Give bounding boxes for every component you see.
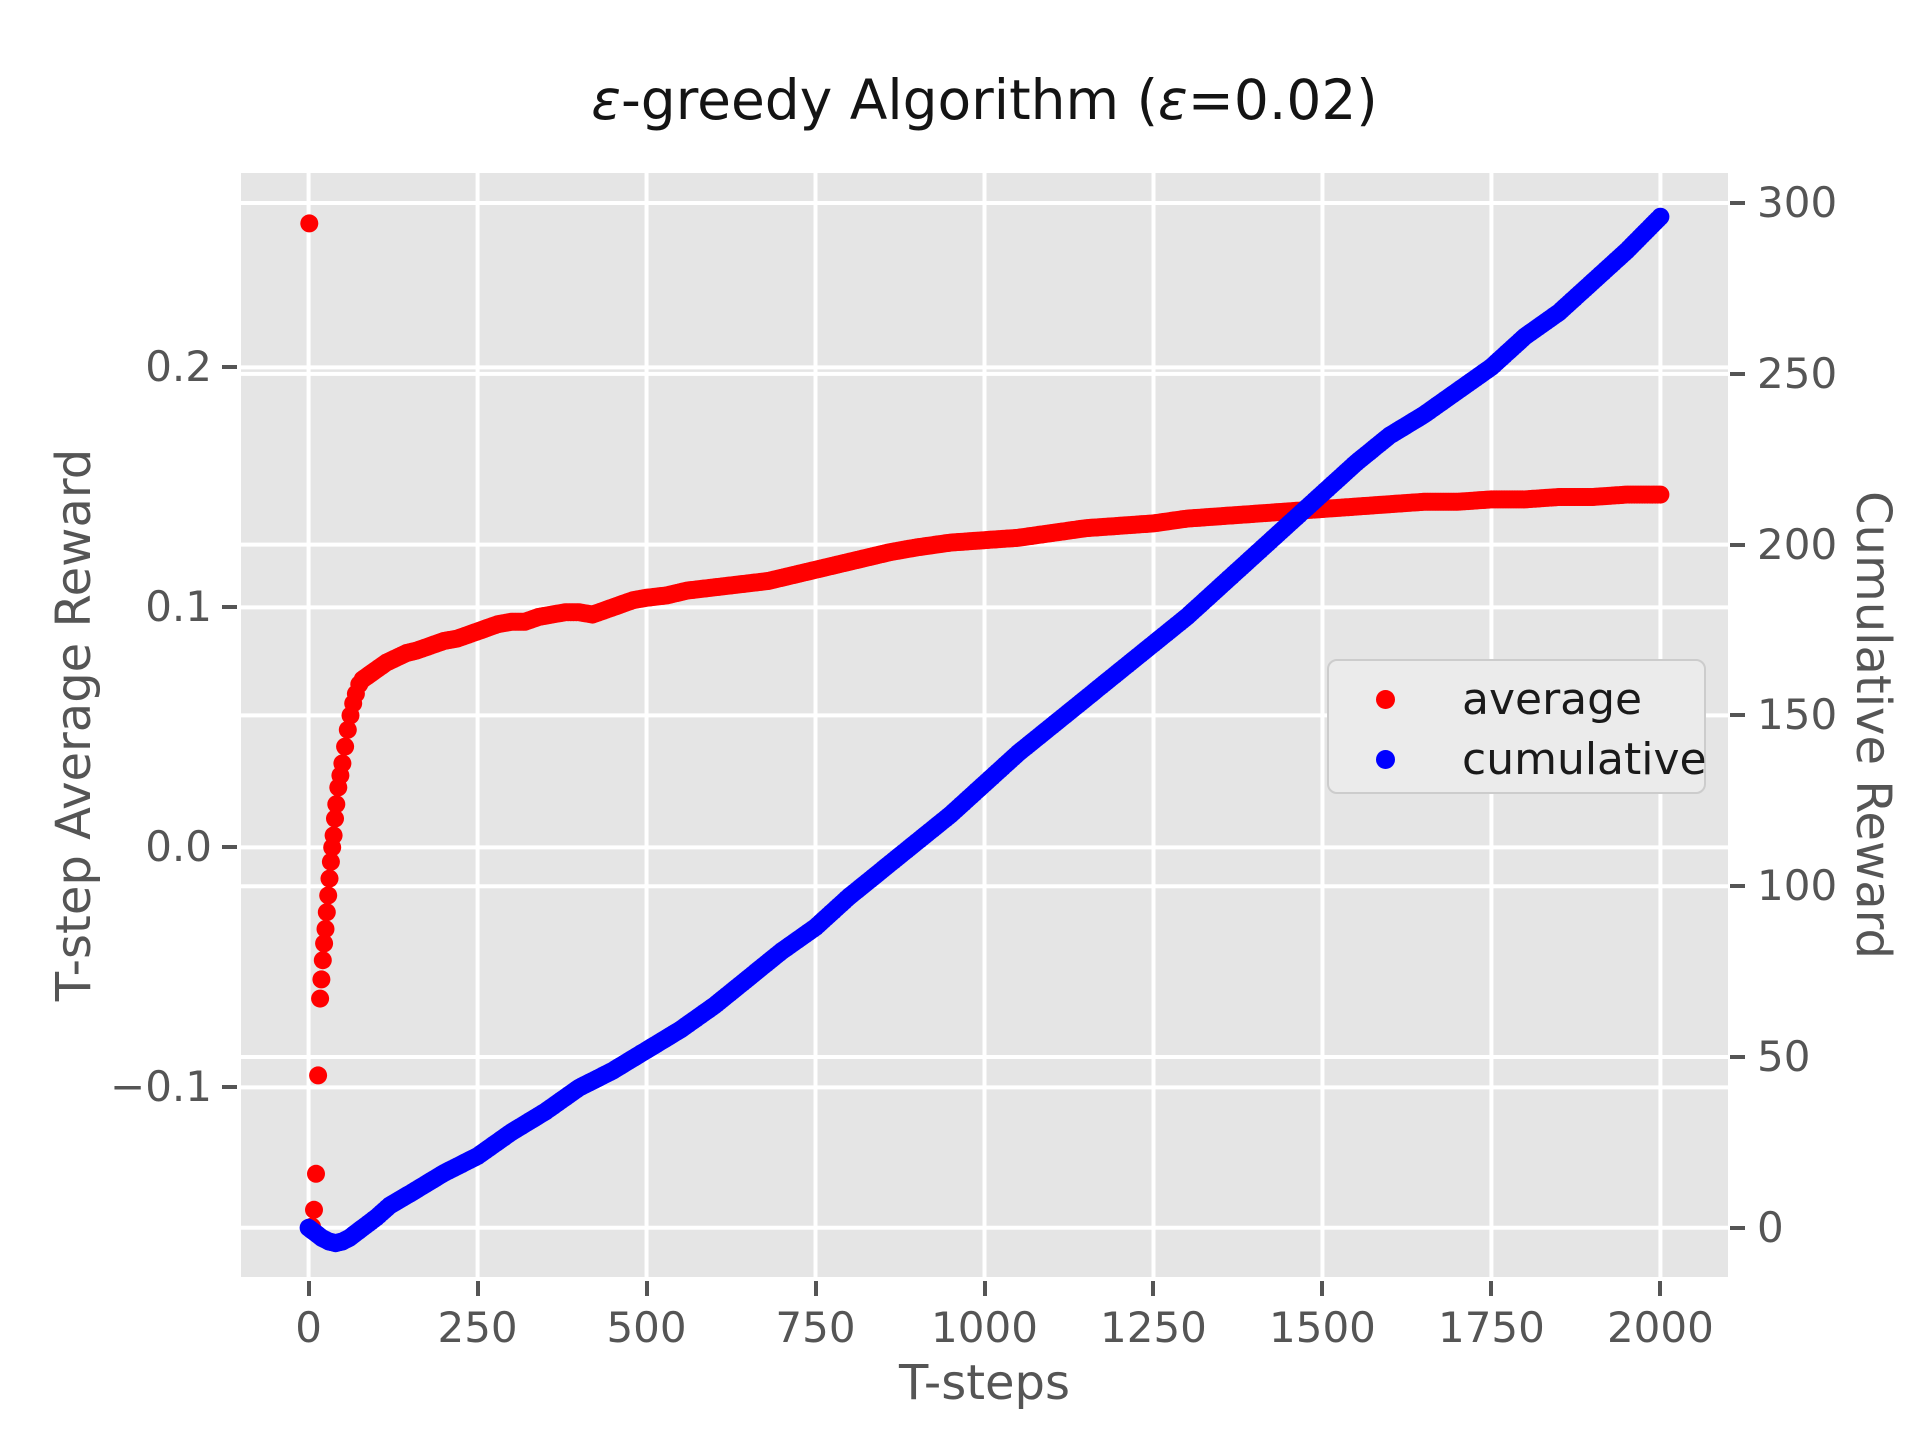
x-axis-label: T-steps <box>898 1355 1071 1411</box>
average-point <box>336 737 355 756</box>
y-right-tick-mark <box>1730 371 1745 376</box>
x-tick-label: 1250 <box>1100 1303 1207 1352</box>
y-right-tick-mark <box>1730 1225 1745 1230</box>
average-point <box>300 214 319 233</box>
x-tick-mark <box>644 1281 649 1296</box>
x-tick-mark <box>475 1281 480 1296</box>
y-right-tick-label: 100 <box>1757 861 1838 911</box>
legend: average cumulative <box>1327 659 1707 794</box>
x-tick-label: 1750 <box>1437 1303 1545 1352</box>
average-point <box>317 903 336 922</box>
y-left-tick-label: −0.1 <box>110 1062 212 1112</box>
x-tick-label: 1000 <box>931 1303 1038 1352</box>
average-point <box>327 795 346 814</box>
x-tick-label: 2000 <box>1606 1303 1714 1352</box>
y-right-tick-label: 50 <box>1757 1032 1811 1082</box>
legend-item-cumulative: cumulative <box>1329 733 1707 785</box>
y-right-tick-mark <box>1730 713 1745 718</box>
average-point <box>321 852 340 871</box>
average-point <box>324 826 343 845</box>
y-left-tick-mark <box>222 365 237 370</box>
average-point <box>316 920 335 938</box>
average-point <box>307 1164 325 1183</box>
y-left-tick-label: 0.1 <box>145 582 212 632</box>
x-tick-mark <box>306 1281 311 1296</box>
y-right-tick-mark <box>1730 201 1745 206</box>
average-point <box>319 886 338 905</box>
cumulative-point <box>1651 207 1670 226</box>
y-right-tick-mark <box>1730 542 1745 547</box>
y-right-tick-label: 300 <box>1757 178 1838 228</box>
average-point <box>326 809 344 828</box>
average-point <box>333 754 352 773</box>
average-marker-icon <box>1376 689 1395 709</box>
cumulative-marker-icon <box>1376 749 1395 769</box>
y-right-tick-label: 250 <box>1757 348 1838 398</box>
legend-label-average: average <box>1462 673 1643 725</box>
y-left-tick-mark <box>222 1085 237 1090</box>
average-point <box>309 1066 328 1085</box>
plot-canvas <box>241 173 1728 1277</box>
x-tick-label: 250 <box>437 1303 518 1352</box>
average-point <box>1651 485 1670 504</box>
y-right-tick-label: 150 <box>1757 690 1838 740</box>
average-point <box>312 970 331 989</box>
x-tick-mark <box>1151 1281 1156 1296</box>
x-tick-mark <box>813 1281 818 1296</box>
x-tick-label: 0 <box>295 1303 322 1352</box>
legend-label-cumulative: cumulative <box>1462 733 1707 785</box>
average-point <box>338 720 357 739</box>
x-tick-label: 500 <box>606 1303 687 1352</box>
chart-title: ε-greedy Algorithm (ε=0.02) <box>591 68 1378 132</box>
y-left-tick-mark <box>222 845 237 850</box>
y-left-tick-label: 0.0 <box>145 822 212 872</box>
average-point <box>305 1200 323 1219</box>
average-point <box>315 934 334 953</box>
average-point <box>320 869 339 888</box>
y-left-axis-label: T-step Average Reward <box>46 448 102 1002</box>
y-right-tick-label: 0 <box>1757 1202 1784 1252</box>
x-tick-mark <box>1320 1281 1325 1296</box>
y-right-tick-label: 200 <box>1757 519 1838 569</box>
y-left-tick-label: 0.2 <box>145 342 212 392</box>
average-point <box>313 951 332 970</box>
legend-item-average: average <box>1329 673 1704 725</box>
x-tick-mark <box>1658 1281 1663 1296</box>
x-tick-label: 1500 <box>1269 1303 1376 1352</box>
x-tick-label: 750 <box>775 1303 856 1352</box>
x-tick-mark <box>1489 1281 1494 1296</box>
y-left-tick-mark <box>222 605 237 610</box>
y-right-tick-mark <box>1730 884 1745 889</box>
x-tick-mark <box>982 1281 987 1296</box>
y-right-tick-mark <box>1730 1055 1745 1060</box>
average-point <box>311 989 330 1008</box>
